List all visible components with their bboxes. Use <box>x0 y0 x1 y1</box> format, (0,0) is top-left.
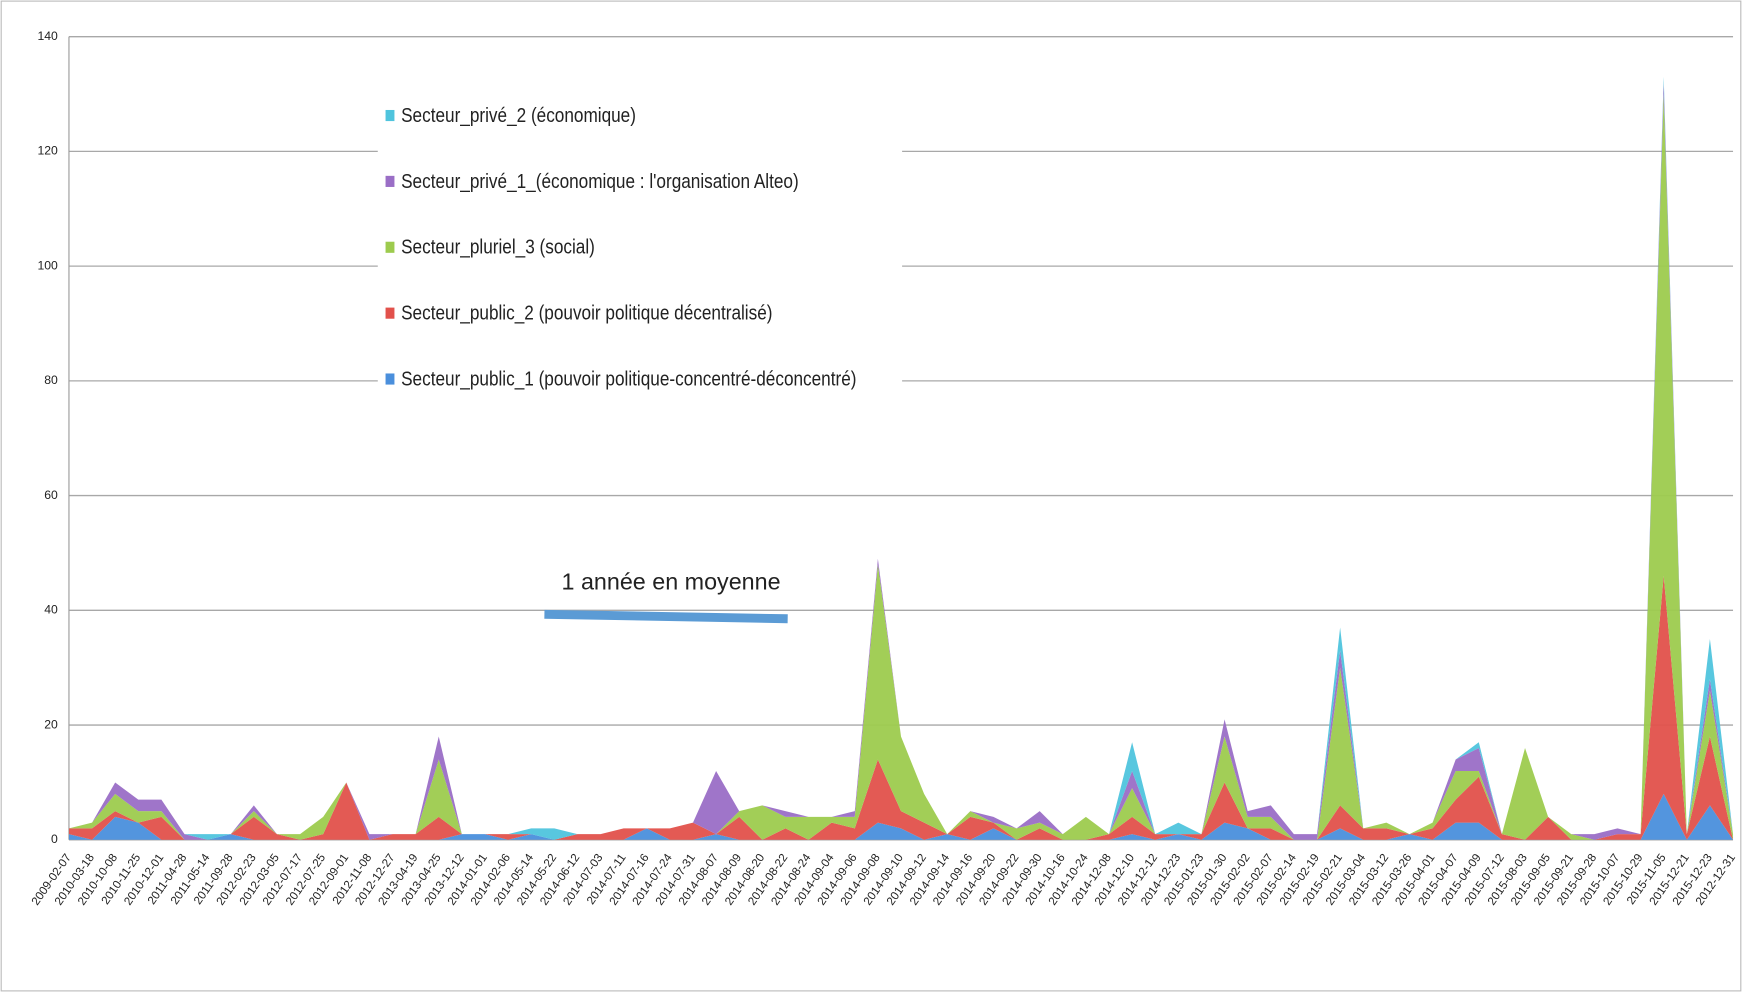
area <box>68 793 1734 840</box>
legend-label: Secteur_pluriel_3 (social) <box>401 235 595 259</box>
legend-box <box>377 86 903 403</box>
annotation-line <box>544 609 788 624</box>
y-tick-label: 0 <box>51 832 58 846</box>
legend-swatch <box>385 241 395 253</box>
y-tick-label: 60 <box>44 488 58 502</box>
legend-label: Secteur_privé_2 (économique) <box>401 104 636 128</box>
legend-label: Secteur_public_1 (pouvoir politique-conc… <box>401 367 856 391</box>
annotation: 1 année en moyenne <box>562 568 781 594</box>
legend-swatch <box>385 373 395 385</box>
legend-swatch <box>385 175 395 187</box>
legend-swatch <box>385 109 395 122</box>
legend-label: Secteur_public_2 (pouvoir politique déce… <box>401 301 772 325</box>
y-tick-label: 20 <box>44 717 58 731</box>
y-tick-label: 120 <box>37 144 58 158</box>
y-tick-label: 80 <box>44 373 58 387</box>
legend-swatch <box>385 307 395 319</box>
y-tick-label: 140 <box>37 29 58 43</box>
legend-label: Secteur_privé_1_(économique : l'organisa… <box>401 170 799 194</box>
y-tick-label: 100 <box>37 258 58 272</box>
y-tick-label: 40 <box>44 603 58 617</box>
